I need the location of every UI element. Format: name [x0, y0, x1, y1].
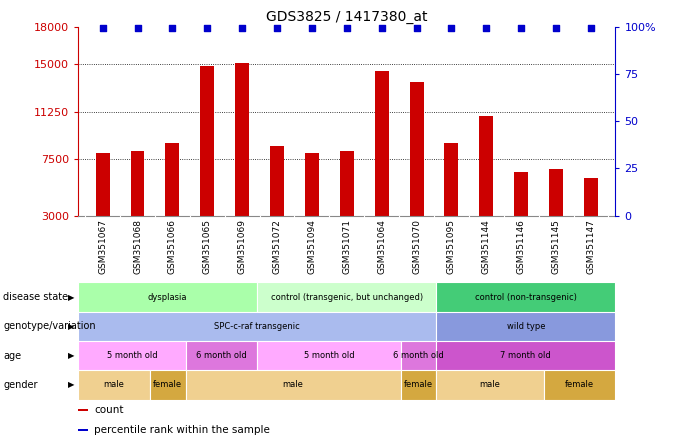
- Bar: [131, 151, 144, 216]
- Bar: [514, 172, 528, 216]
- Text: GSM351064: GSM351064: [377, 219, 386, 274]
- Text: 7 month old: 7 month old: [500, 351, 551, 360]
- Bar: [479, 116, 493, 216]
- Bar: [401, 370, 437, 400]
- Point: [551, 24, 562, 31]
- Text: male: male: [479, 381, 500, 389]
- Bar: [78, 282, 257, 312]
- Text: GSM351145: GSM351145: [551, 219, 560, 274]
- Bar: [584, 178, 598, 216]
- Text: age: age: [3, 351, 22, 361]
- Bar: [78, 341, 186, 370]
- Text: GSM351069: GSM351069: [237, 219, 247, 274]
- Point: [341, 24, 352, 31]
- Bar: [549, 169, 563, 216]
- Text: male: male: [283, 381, 303, 389]
- Text: GSM351070: GSM351070: [412, 219, 421, 274]
- Point: [132, 24, 143, 31]
- Bar: [96, 153, 109, 216]
- Bar: [437, 312, 615, 341]
- Text: gender: gender: [3, 380, 38, 390]
- Point: [307, 24, 318, 31]
- Text: count: count: [95, 405, 124, 415]
- Point: [271, 24, 282, 31]
- Title: GDS3825 / 1417380_at: GDS3825 / 1417380_at: [266, 10, 428, 24]
- Point: [446, 24, 457, 31]
- Text: disease state: disease state: [3, 292, 69, 302]
- Text: percentile rank within the sample: percentile rank within the sample: [95, 425, 270, 435]
- Text: ▶: ▶: [68, 322, 75, 331]
- Text: GSM351068: GSM351068: [133, 219, 142, 274]
- Text: GSM351072: GSM351072: [273, 219, 282, 274]
- Text: GSM351095: GSM351095: [447, 219, 456, 274]
- Bar: [445, 143, 458, 216]
- Point: [97, 24, 108, 31]
- Text: genotype/variation: genotype/variation: [3, 321, 96, 331]
- Bar: [186, 370, 401, 400]
- Text: GSM351147: GSM351147: [586, 219, 596, 274]
- Text: 6 month old: 6 month old: [393, 351, 444, 360]
- Text: GSM351146: GSM351146: [517, 219, 526, 274]
- Text: female: female: [153, 381, 182, 389]
- Point: [585, 24, 596, 31]
- Text: GSM351067: GSM351067: [98, 219, 107, 274]
- Bar: [78, 429, 88, 432]
- Text: GSM351065: GSM351065: [203, 219, 211, 274]
- Bar: [257, 341, 401, 370]
- Text: 5 month old: 5 month old: [303, 351, 354, 360]
- Point: [411, 24, 422, 31]
- Bar: [340, 151, 354, 216]
- Text: control (non-transgenic): control (non-transgenic): [475, 293, 577, 301]
- Bar: [78, 408, 88, 411]
- Bar: [270, 147, 284, 216]
- Bar: [165, 143, 180, 216]
- Bar: [150, 370, 186, 400]
- Point: [376, 24, 387, 31]
- Bar: [437, 370, 544, 400]
- Bar: [437, 282, 615, 312]
- Text: male: male: [103, 381, 124, 389]
- Bar: [78, 312, 437, 341]
- Text: GSM351071: GSM351071: [342, 219, 352, 274]
- Bar: [375, 71, 389, 216]
- Text: ▶: ▶: [68, 293, 75, 301]
- Point: [202, 24, 213, 31]
- Point: [237, 24, 248, 31]
- Text: ▶: ▶: [68, 351, 75, 360]
- Point: [515, 24, 526, 31]
- Bar: [186, 341, 257, 370]
- Text: control (transgenic, but unchanged): control (transgenic, but unchanged): [271, 293, 423, 301]
- Bar: [235, 63, 249, 216]
- Text: GSM351094: GSM351094: [307, 219, 316, 274]
- Text: female: female: [404, 381, 433, 389]
- Point: [481, 24, 492, 31]
- Text: 5 month old: 5 month old: [107, 351, 157, 360]
- Text: SPC-c-raf transgenic: SPC-c-raf transgenic: [214, 322, 300, 331]
- Point: [167, 24, 178, 31]
- Text: GSM351144: GSM351144: [482, 219, 491, 274]
- Text: 6 month old: 6 month old: [196, 351, 247, 360]
- Bar: [409, 82, 424, 216]
- Text: GSM351066: GSM351066: [168, 219, 177, 274]
- Text: dysplasia: dysplasia: [148, 293, 188, 301]
- Bar: [544, 370, 615, 400]
- Bar: [257, 282, 437, 312]
- Bar: [437, 341, 615, 370]
- Bar: [305, 153, 319, 216]
- Text: female: female: [565, 381, 594, 389]
- Text: wild type: wild type: [507, 322, 545, 331]
- Bar: [78, 370, 150, 400]
- Bar: [401, 341, 437, 370]
- Bar: [201, 66, 214, 216]
- Text: ▶: ▶: [68, 381, 75, 389]
